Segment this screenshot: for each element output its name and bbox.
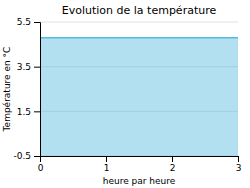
- tick: 0: [38, 156, 44, 173]
- tick-label: -0.5: [13, 151, 31, 161]
- area: [40, 38, 238, 156]
- grid: [40, 22, 238, 156]
- tick-label: 2: [170, 163, 176, 173]
- axis-line: [34, 23, 41, 157]
- tick-mark: [34, 67, 40, 68]
- line: [40, 37, 238, 39]
- x-axis: 0 1 2 3: [38, 156, 242, 173]
- tick-label: 3: [236, 163, 242, 173]
- tick: -0.5: [13, 151, 40, 161]
- tick: 3.5: [17, 62, 40, 72]
- y-axis: -0.5 1.5 3.5 5.5: [13, 17, 40, 161]
- x-axis-title: heure par heure: [103, 176, 176, 186]
- tick: 1.5: [17, 107, 40, 117]
- tick: 1: [104, 156, 110, 173]
- marks: [40, 38, 238, 156]
- grid-line: [40, 22, 238, 23]
- tick-label: 1.5: [17, 107, 31, 117]
- plot: 0 1 2 3 -0.5 1.5 3.5 5.5: [13, 17, 241, 173]
- tick-mark: [34, 156, 40, 157]
- tick-mark: [238, 156, 239, 162]
- title: Evolution de la température: [62, 4, 217, 17]
- tick: 2: [170, 156, 176, 173]
- tick-label: 3.5: [17, 62, 31, 72]
- tick: 5.5: [17, 17, 40, 27]
- tick-mark: [34, 111, 40, 112]
- y-axis-title: Température en °C: [2, 47, 12, 133]
- tick-mark: [106, 156, 107, 162]
- axis-line: [41, 157, 239, 163]
- tick-label: 1: [104, 163, 110, 173]
- tick: 3: [236, 156, 242, 173]
- tick-mark: [172, 156, 173, 162]
- tick-label: 0: [38, 163, 44, 173]
- chart: 0 1 2 3 -0.5 1.5 3.5 5.5 Evolution de la tempéra…: [0, 0, 250, 188]
- tick-mark: [34, 22, 40, 23]
- tick-label: 5.5: [17, 17, 31, 27]
